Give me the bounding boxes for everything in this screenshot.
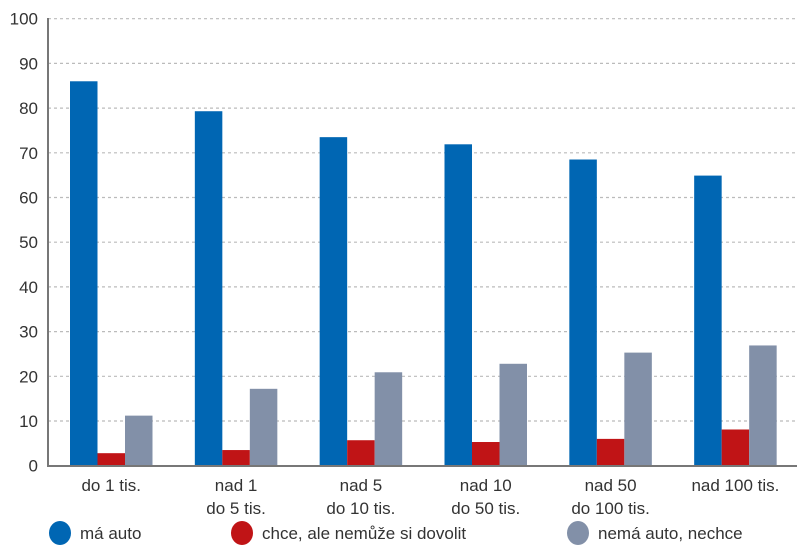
x-tick-label: do 5 tis. <box>206 499 266 518</box>
legend-item: chce, ale nemůže si dovolit <box>231 521 466 545</box>
bar-gray-5 <box>749 345 777 466</box>
y-axis-ticks: 0 10 20 30 40 50 60 70 80 90 100 <box>10 10 38 476</box>
bar-blue-1 <box>194 111 223 466</box>
bar-red-0 <box>97 453 125 466</box>
bar-red-1 <box>222 450 250 466</box>
legend-label: chce, ale nemůže si dovolit <box>262 524 466 543</box>
x-tick-label: do 10 tis. <box>326 499 395 518</box>
legend-item: nemá auto, nechce <box>567 521 743 545</box>
bar-gray-0 <box>125 415 153 466</box>
y-tick-label: 70 <box>19 144 38 163</box>
x-tick-label: nad 100 tis. <box>691 476 779 495</box>
x-tick-label: do 50 tis. <box>451 499 520 518</box>
x-tick-label: nad 50 <box>585 476 637 495</box>
bar-blue-2 <box>319 137 348 466</box>
bar-gray-4 <box>624 352 652 466</box>
bar-red-2 <box>347 440 375 466</box>
bar-gray-2 <box>374 372 403 466</box>
bar-blue-4 <box>569 159 597 466</box>
y-tick-label: 0 <box>29 457 38 476</box>
bar-blue-3 <box>444 144 472 466</box>
y-tick-label: 100 <box>10 10 38 29</box>
bar-blue-0 <box>70 81 98 466</box>
legend-label: nemá auto, nechce <box>598 524 743 543</box>
bar-red-4 <box>596 438 625 466</box>
x-tick-label: nad 5 <box>340 476 383 495</box>
y-tick-label: 50 <box>19 233 38 252</box>
y-tick-label: 40 <box>19 278 38 297</box>
y-tick-label: 90 <box>19 54 38 73</box>
legend-item: má auto <box>49 521 141 545</box>
bar-red-3 <box>472 442 500 466</box>
bar-blue-5 <box>694 175 722 466</box>
bar-red-5 <box>721 429 750 466</box>
y-tick-label: 80 <box>19 99 38 118</box>
x-tick-label: nad 1 <box>215 476 258 495</box>
gridlines <box>48 18 797 422</box>
y-tick-label: 60 <box>19 189 38 208</box>
x-tick-label: do 100 tis. <box>571 499 649 518</box>
bars <box>70 81 777 466</box>
legend-label: má auto <box>80 524 141 543</box>
y-tick-label: 10 <box>19 412 38 431</box>
x-axis-labels: do 1 tis. nad 1 do 5 tis. nad 5 do 10 tis. na… <box>81 476 779 518</box>
x-tick-label: nad 10 <box>460 476 512 495</box>
legend-swatch <box>567 521 589 545</box>
bar-gray-1 <box>249 388 278 466</box>
y-tick-label: 30 <box>19 323 38 342</box>
legend: má auto chce, ale nemůže si dovolit nemá a… <box>49 521 743 545</box>
x-tick-label: do 1 tis. <box>81 476 141 495</box>
legend-swatch <box>49 521 71 545</box>
y-tick-label: 20 <box>19 367 38 386</box>
legend-swatch <box>231 521 253 545</box>
bar-gray-3 <box>499 363 527 466</box>
